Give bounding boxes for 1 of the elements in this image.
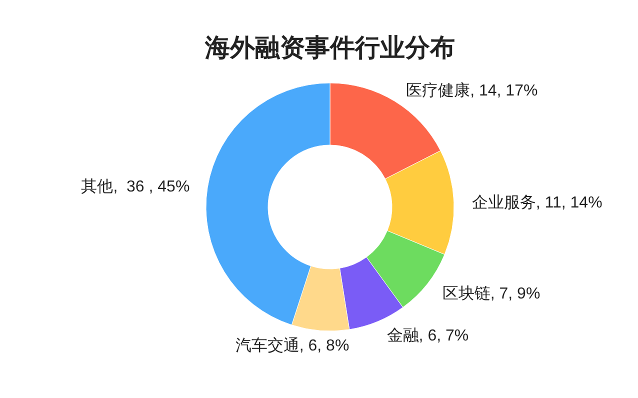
title: 海外融资事件行业分布 <box>205 34 455 62</box>
